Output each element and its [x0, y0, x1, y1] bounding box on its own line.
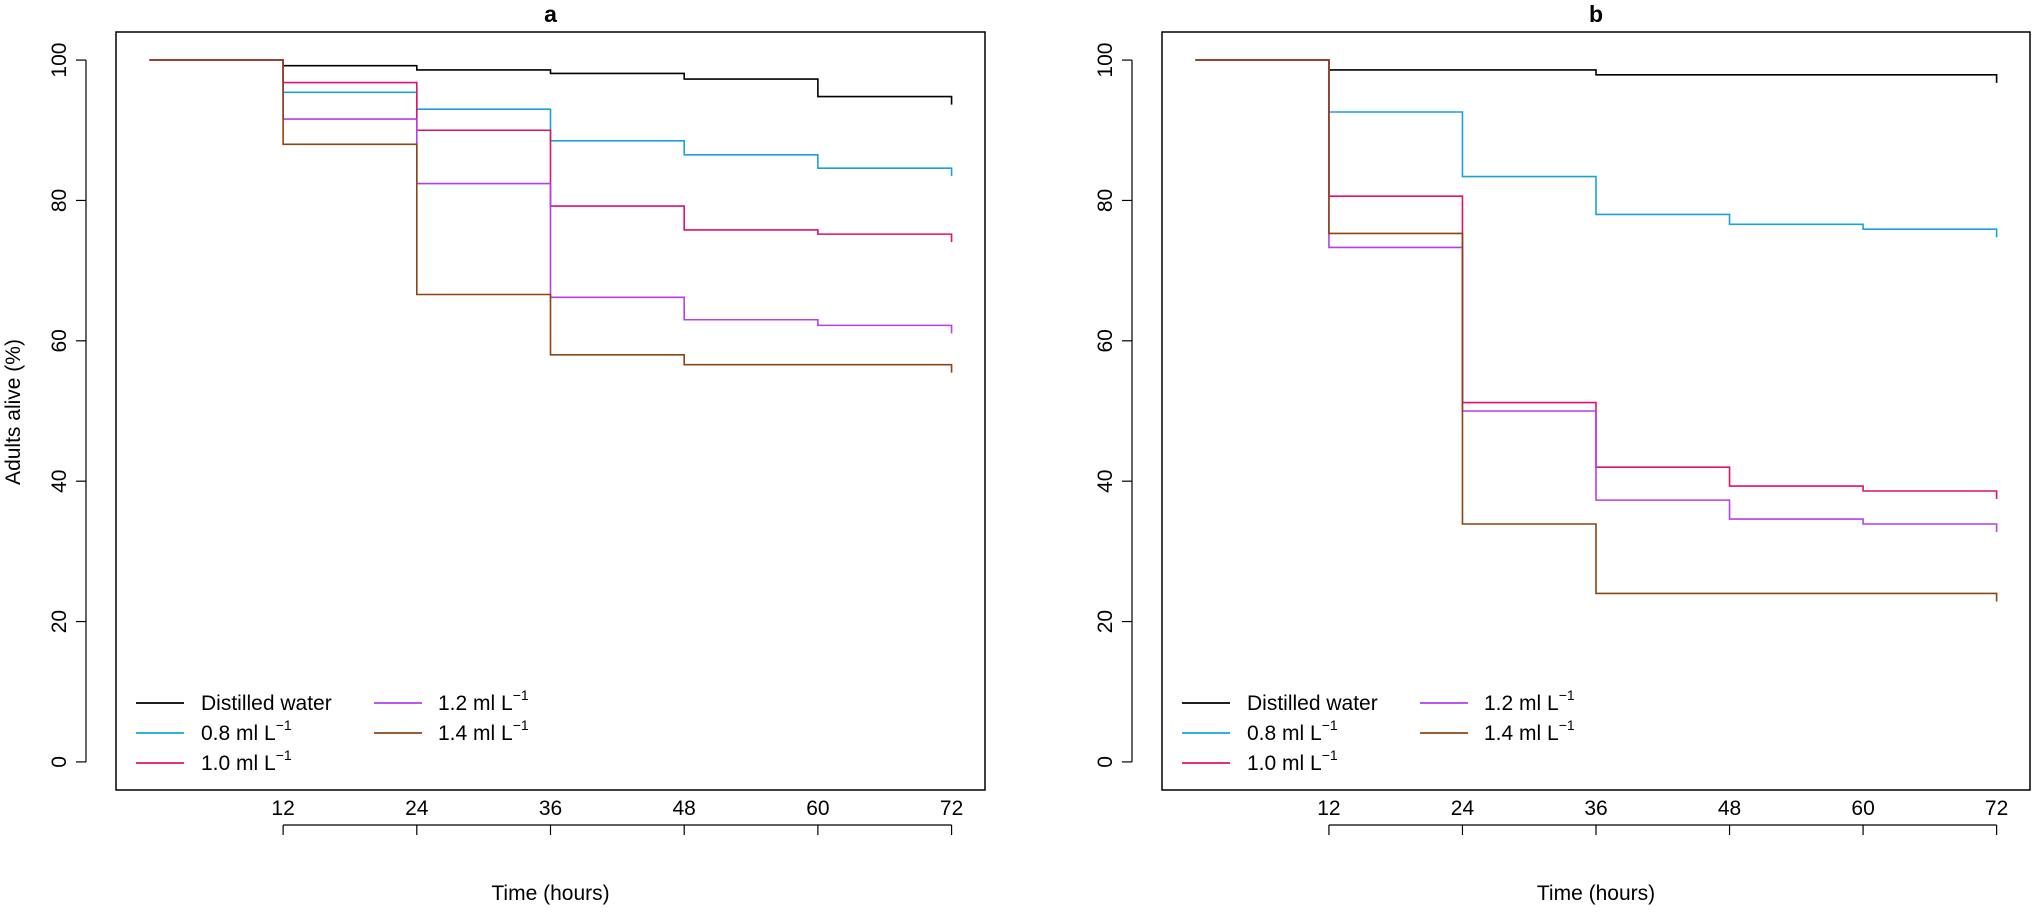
legend-label-text: 1.4 ml L	[438, 722, 513, 745]
x-tick-label: 48	[1718, 797, 1741, 820]
y-tick-label: 60	[48, 329, 71, 352]
legend-label: 1.4 ml L−1	[1484, 717, 1575, 745]
y-tick-label: 80	[48, 189, 71, 212]
x-tick-label: 12	[271, 797, 294, 820]
legend-label: 1.0 ml L−1	[201, 747, 292, 775]
x-axis-label: Time (hours)	[1537, 882, 1655, 905]
legend-item: 1.2 ml L−1	[374, 687, 529, 715]
legend-label: 1.2 ml L−1	[1484, 687, 1575, 715]
x-tick-label: 12	[1317, 797, 1340, 820]
legend-item: Distilled water	[136, 692, 332, 715]
series-line-1-4-ml-l-1	[149, 59, 953, 373]
y-tick-label: 80	[1094, 189, 1117, 212]
y-tick-label: 60	[1094, 329, 1117, 352]
legend-label: 0.8 ml L−1	[1247, 717, 1338, 745]
x-tick-label: 36	[539, 797, 562, 820]
series-line-distilled-water	[1195, 59, 1998, 83]
legend-label: Distilled water	[201, 692, 332, 715]
chart-panel-a: a 12 24 36 48 60 72 Time (hours) 0 20 40 60 80 100 Dis…	[48, 1, 986, 905]
x-tick-label: 72	[1985, 797, 2008, 820]
series-line-1-4-ml-l-1	[1195, 59, 1998, 602]
legend-label: 1.4 ml L−1	[438, 717, 529, 745]
plot-frame	[1161, 31, 2031, 791]
legend-label-text: Distilled water	[1247, 692, 1378, 715]
y-tick-label: 0	[48, 756, 71, 768]
legend-label: 0.8 ml L−1	[201, 717, 292, 745]
legend-item: 1.0 ml L−1	[136, 747, 292, 775]
plot-frame	[115, 31, 986, 791]
y-tick-label: 100	[1094, 43, 1117, 78]
legend-label-superscript: −1	[276, 717, 292, 733]
x-tick-label: 36	[1584, 797, 1607, 820]
y-tick-label: 20	[1094, 610, 1117, 633]
legend-item: 1.2 ml L−1	[1420, 687, 1575, 715]
legend-label-superscript: −1	[513, 717, 529, 733]
legend-label-text: 1.2 ml L	[1484, 692, 1559, 715]
y-tick-label: 0	[1094, 756, 1117, 768]
legend-item: 1.0 ml L−1	[1182, 747, 1338, 775]
legend-item: Distilled water	[1182, 692, 1378, 715]
y-tick-label: 20	[48, 610, 71, 633]
legend-item: 0.8 ml L−1	[1182, 717, 1338, 745]
x-tick-label: 72	[940, 797, 963, 820]
series-line-0-8-ml-l-1	[1195, 59, 1998, 238]
legend-label-superscript: −1	[1322, 717, 1338, 733]
legend-label-superscript: −1	[1559, 687, 1575, 703]
series-line-1-2-ml-l-1	[1195, 59, 1998, 532]
chart-panel-b: b 12 24 36 48 60 72 Time (hours) 0 20 40 60 80 100 Dis…	[1094, 1, 2031, 905]
legend-item: 1.4 ml L−1	[374, 717, 529, 745]
legend-label-superscript: −1	[513, 687, 529, 703]
legend-label-text: 0.8 ml L	[201, 722, 276, 745]
legend-label-superscript: −1	[1559, 717, 1575, 733]
legend-label: 1.2 ml L−1	[438, 687, 529, 715]
series-line-1-2-ml-l-1	[149, 59, 953, 334]
legend-item: 1.4 ml L−1	[1420, 717, 1575, 745]
legend-label-text: 1.2 ml L	[438, 692, 513, 715]
x-tick-label: 24	[405, 797, 429, 820]
legend-item: 0.8 ml L−1	[136, 717, 292, 745]
x-tick-label: 48	[673, 797, 696, 820]
legend-label-text: 1.0 ml L	[1247, 752, 1322, 775]
series-line-distilled-water	[149, 59, 953, 105]
legend-label-text: 1.4 ml L	[1484, 722, 1559, 745]
x-axis-label: Time (hours)	[491, 882, 609, 905]
legend-label-superscript: −1	[276, 747, 292, 763]
y-tick-label: 40	[1094, 470, 1117, 493]
legend-label-text: 1.0 ml L	[201, 752, 276, 775]
legend-label-superscript: −1	[1322, 747, 1338, 763]
x-tick-label: 24	[1451, 797, 1475, 820]
x-tick-label: 60	[806, 797, 829, 820]
y-axis-label: Adults alive (%)	[2, 339, 25, 485]
chart-title: b	[1589, 1, 1603, 27]
y-tick-label: 100	[48, 43, 71, 78]
x-tick-label: 60	[1851, 797, 1874, 820]
legend-label-text: 0.8 ml L	[1247, 722, 1322, 745]
chart-title: a	[544, 1, 557, 27]
y-tick-label: 40	[48, 470, 71, 493]
legend-label-text: Distilled water	[201, 692, 332, 715]
legend-label: Distilled water	[1247, 692, 1378, 715]
legend-label: 1.0 ml L−1	[1247, 747, 1338, 775]
